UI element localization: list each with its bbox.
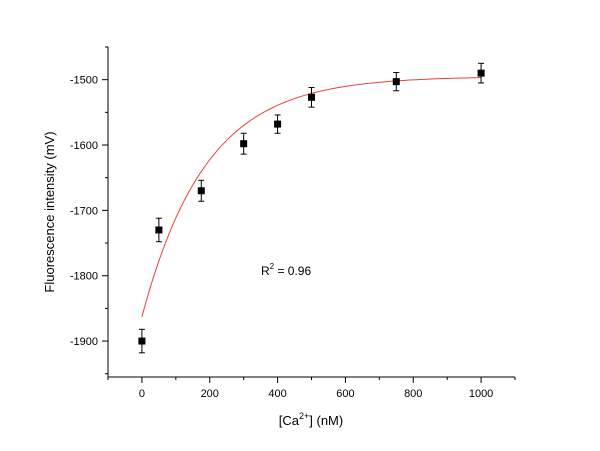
data-point [308,93,315,101]
annotation-sup: 2 [270,262,275,271]
x-tick-label: 0 [139,388,145,400]
data-point [240,140,248,148]
ticks [102,46,516,383]
error-bars [138,62,485,354]
x-tick-label: 1000 [469,388,493,400]
data-point [197,187,205,195]
tick-labels: 0 200 400 600 800 1000 -1900 -1800 -1700 -1600 -15… [70,75,493,400]
x-axis-title: [Ca2+] (nM) [279,411,343,428]
x-axis-title-prefix: [Ca [279,413,300,428]
y-tick-label: -1500 [70,75,98,87]
fit-curve [141,77,482,318]
r-squared-annotation: R2 = 0.96 [261,262,311,278]
x-tick-label: 400 [268,388,286,400]
x-axis-title-suffix: ] (nM) [309,413,343,428]
annotation-suffix: = 0.96 [274,264,311,278]
data-points [138,69,485,345]
data-point [155,226,163,234]
y-tick-label: -1900 [70,336,98,348]
x-axis-title-sup: 2+ [299,411,309,421]
data-point [392,78,400,86]
y-tick-label: -1700 [70,205,98,217]
data-point [477,69,485,77]
y-tick-label: -1600 [70,140,98,152]
x-tick-label: 800 [404,388,422,400]
annotation-prefix: R [261,264,270,278]
x-tick-label: 200 [201,388,219,400]
y-axis-title: Fluorescence intensity (mV) [42,131,57,292]
x-tick-label: 600 [336,388,354,400]
data-point [138,337,146,345]
data-point [274,120,282,128]
y-tick-label: -1800 [70,271,98,283]
